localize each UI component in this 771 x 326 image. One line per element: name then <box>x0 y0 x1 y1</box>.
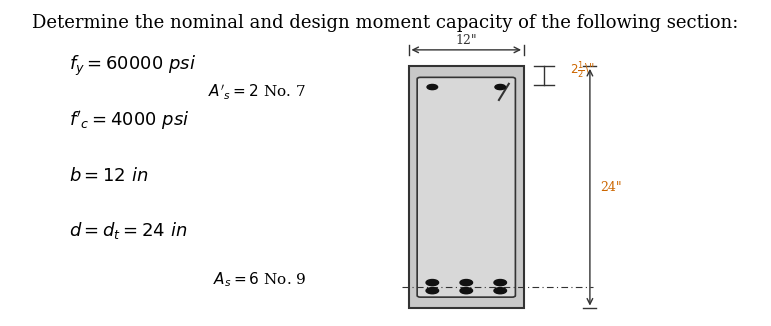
FancyBboxPatch shape <box>417 77 515 297</box>
Text: $A_s = 6$ No. 9: $A_s = 6$ No. 9 <box>213 270 306 289</box>
Circle shape <box>427 84 438 90</box>
Text: $A'_s = 2$ No. 7: $A'_s = 2$ No. 7 <box>208 82 306 101</box>
Text: $f'_c = 4000$ $psi$: $f'_c = 4000$ $psi$ <box>69 110 190 132</box>
Circle shape <box>460 279 473 286</box>
Text: $2\frac{1}{2}$\": $2\frac{1}{2}$\" <box>570 60 594 81</box>
Text: $b = 12$ $in$: $b = 12$ $in$ <box>69 167 148 185</box>
Circle shape <box>494 279 507 286</box>
Circle shape <box>495 84 506 90</box>
Text: Determine the nominal and design moment capacity of the following section:: Determine the nominal and design moment … <box>32 14 739 32</box>
Circle shape <box>494 288 507 294</box>
Text: $d = d_t = 24$ $in$: $d = d_t = 24$ $in$ <box>69 220 187 241</box>
Bar <box>409 66 524 308</box>
Text: 24": 24" <box>600 181 621 194</box>
Circle shape <box>460 288 473 294</box>
Circle shape <box>426 288 439 294</box>
Circle shape <box>426 279 439 286</box>
Text: $f_y = 60000$ $psi$: $f_y = 60000$ $psi$ <box>69 54 196 78</box>
Text: 12": 12" <box>456 34 477 47</box>
